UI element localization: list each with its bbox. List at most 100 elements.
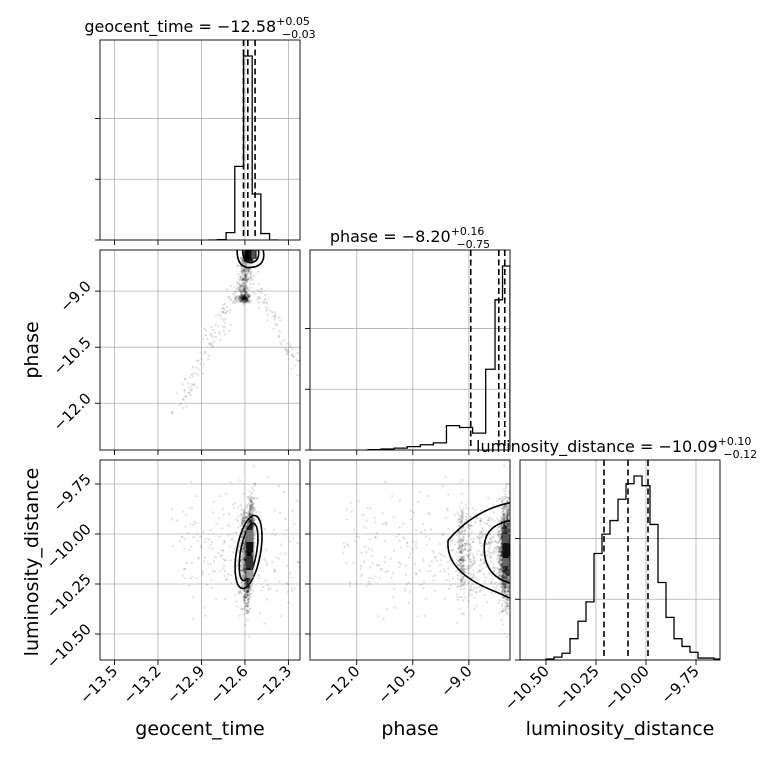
sample-point [240,292,242,294]
sample-point [294,365,296,367]
sample-point [230,574,232,576]
sample-point [254,483,256,485]
panels-layer: −13.5−13.2−12.9−12.6−12.3−12.0−10.5−9.0−… [43,40,720,714]
sample-point [247,496,249,498]
panel-frame [100,250,300,450]
sample-point [238,591,240,593]
sample-point [241,259,243,261]
sample-point [311,380,313,382]
sample-point [243,269,245,271]
sample-point [191,383,193,385]
sample-point [224,333,226,335]
sample-point [193,521,195,523]
sample-point [237,515,239,517]
hist-clip-group [520,460,720,660]
sample-point [234,502,236,504]
sample-point [311,561,313,563]
sample-point [210,335,212,337]
sample-point [220,555,222,557]
sample-point [234,291,236,293]
sample-point [234,594,236,596]
sample-point [317,500,319,502]
sample-point [278,335,280,337]
sample-point [318,411,320,413]
sample-point [271,532,273,534]
sample-point [247,601,249,603]
sample-point [243,613,245,615]
sample-point [224,575,226,577]
sample-point [279,553,281,555]
sample-point [252,589,254,591]
sample-point [226,288,228,290]
sample-point [185,406,187,408]
panel-frame [100,40,300,240]
hist-panel-luminosity_distance [515,460,720,665]
sample-point [184,538,186,540]
sample-point [278,558,280,560]
sample-point [219,339,221,341]
sample-point [318,543,320,545]
sample-point [267,308,269,310]
hist-panel-geocent_time [95,40,300,245]
sample-point [250,286,252,288]
sample-point [232,293,234,295]
sample-point [255,511,257,513]
sample-point [249,301,251,303]
sample-point [289,343,291,345]
sample-point [221,311,223,313]
sample-point [209,547,211,549]
sample-point [193,536,195,538]
sample-point [176,392,178,394]
sample-point [196,386,198,388]
sample-point [246,281,248,283]
sample-point [300,540,302,542]
sample-point [209,529,211,531]
sample-point [274,571,276,573]
sample-point [191,507,193,509]
sample-point [274,509,276,511]
sample-point [302,376,304,378]
density-cell [251,251,255,259]
sample-point [212,511,214,513]
sample-point [233,541,235,543]
sample-point [202,531,204,533]
sample-point [230,298,232,300]
sample-point [237,288,239,290]
sample-point [202,571,204,573]
sample-point [187,382,189,384]
sample-point [263,299,265,301]
sample-point [246,504,248,506]
sample-point [203,327,205,329]
sample-point [319,562,321,564]
sample-point [249,279,251,281]
sample-point [291,590,293,592]
sample-point [210,579,212,581]
sample-point [311,564,313,566]
sample-point [248,490,250,492]
sample-point [235,601,237,603]
sample-point [180,536,182,538]
sample-point [263,302,265,304]
sample-point [244,299,246,301]
sample-point [265,549,267,551]
sample-point [215,323,217,325]
sample-point [238,505,240,507]
sample-point [248,289,250,291]
sample-point [314,397,316,399]
sample-point [265,306,267,308]
sample-point [314,582,316,584]
sample-point [205,538,207,540]
sample-point [206,338,208,340]
sample-point [197,374,199,376]
sample-point [246,507,248,509]
sample-point [242,493,244,495]
sample-point [306,569,308,571]
sample-point [274,534,276,536]
sample-point [289,572,291,574]
sample-point [286,350,288,352]
sample-point [304,572,306,574]
sample-point [289,346,291,348]
sample-point [222,326,224,328]
sample-point [252,279,254,281]
sample-point [284,348,286,350]
